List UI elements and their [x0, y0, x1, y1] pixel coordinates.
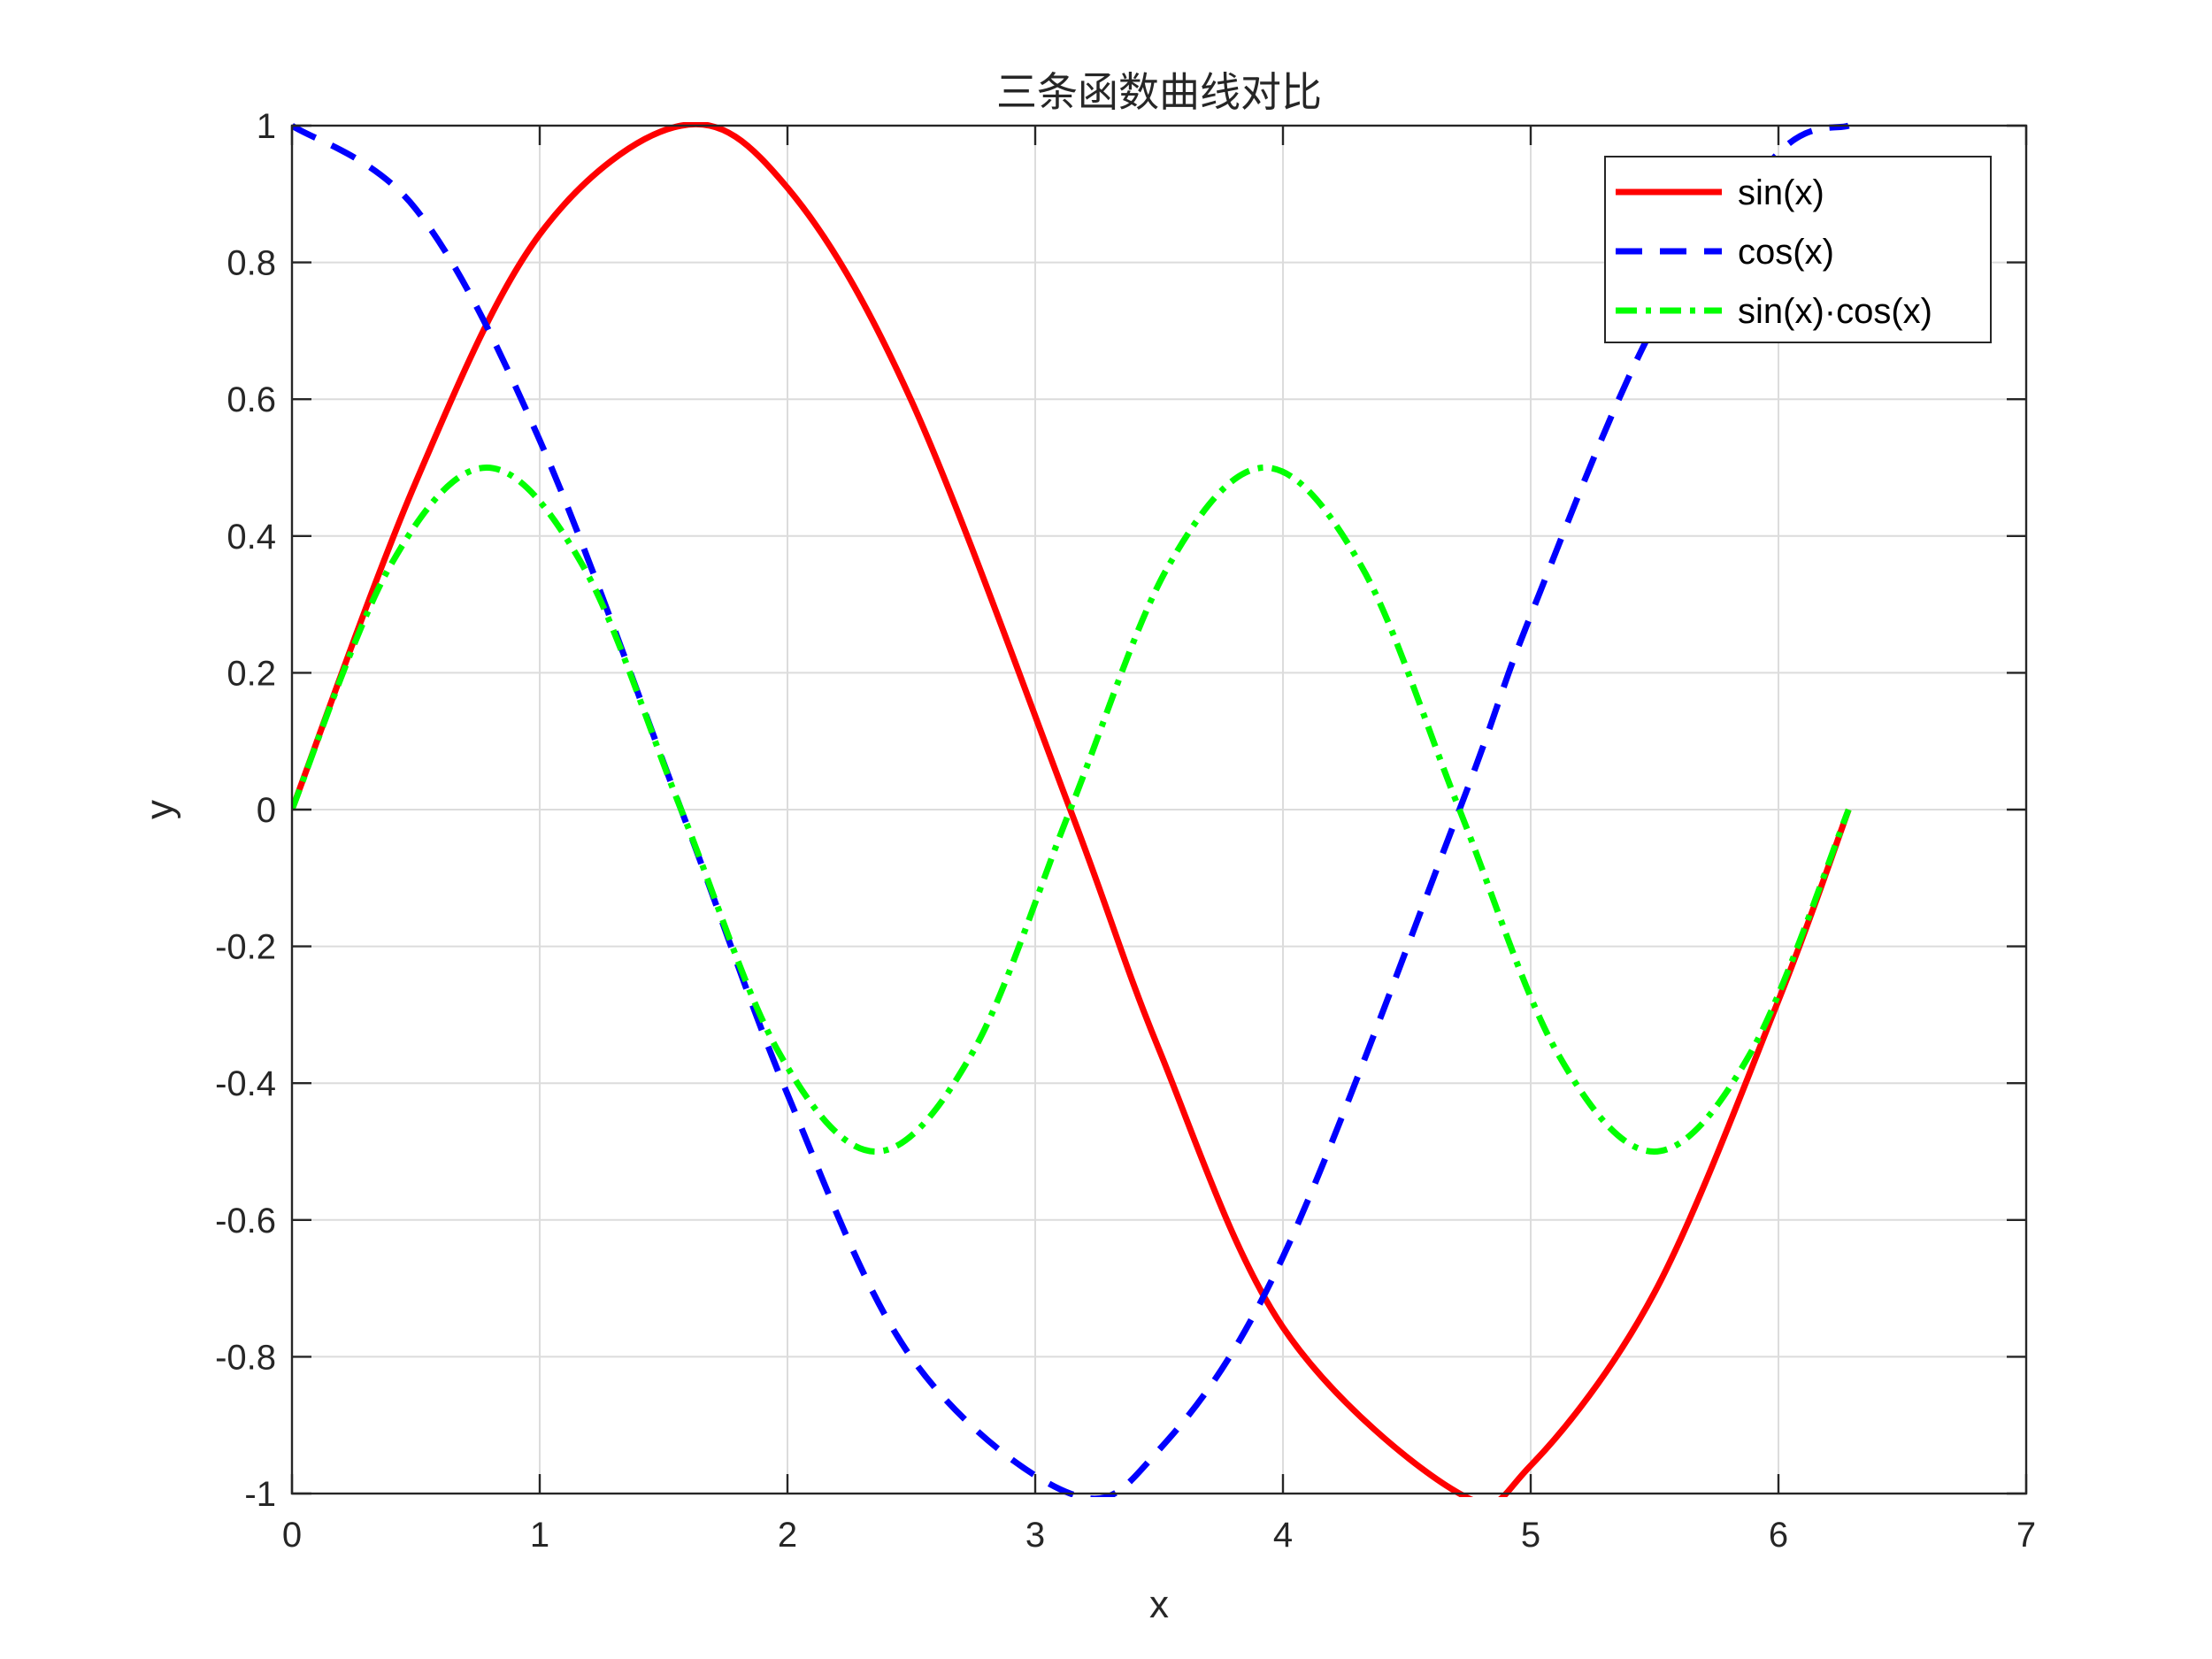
- x-tick-label: 4: [1273, 1516, 1293, 1555]
- series-line-0: [292, 122, 1852, 1497]
- y-tick-label: 0.4: [227, 518, 276, 557]
- y-tick-label: 1: [257, 107, 276, 146]
- y-tick-label: -0.8: [215, 1338, 276, 1377]
- axis-ticks: 0 1 2 3 4 5 6 7 1 0.8 0.6 0.4 0.2 0 -0.2 -0.4 -0.6 -0.8 -1: [215, 107, 2036, 1555]
- x-axis-label: x: [1149, 1583, 1169, 1626]
- legend-label: sin(x): [1738, 173, 1824, 212]
- y-tick-label: 0.2: [227, 654, 276, 693]
- y-tick-label: 0.6: [227, 380, 276, 419]
- x-tick-label: 6: [1769, 1516, 1788, 1555]
- chart-title: 三条函数曲线对比: [996, 68, 1322, 116]
- y-tick-label: 0.8: [227, 244, 276, 283]
- x-tick-label: 5: [1521, 1516, 1540, 1555]
- y-tick-label: 0: [257, 791, 276, 830]
- x-tick-label: 7: [2016, 1516, 2036, 1555]
- x-tick-label: 1: [530, 1516, 549, 1555]
- legend: sin(x) cos(x) sin(x)·cos(x): [1604, 156, 1992, 343]
- y-axis-label: y: [138, 800, 181, 819]
- x-tick-label: 3: [1025, 1516, 1045, 1555]
- legend-label: sin(x)·cos(x): [1738, 292, 1932, 331]
- series-lines: [292, 122, 1852, 1497]
- legend-label: cos(x): [1738, 233, 1834, 272]
- x-tick-label: 2: [778, 1516, 797, 1555]
- y-tick-label: -1: [244, 1475, 276, 1514]
- y-tick-label: -0.6: [215, 1202, 276, 1240]
- x-tick-label: 0: [282, 1516, 302, 1555]
- y-tick-label: -0.2: [215, 928, 276, 967]
- y-tick-label: -0.4: [215, 1064, 276, 1103]
